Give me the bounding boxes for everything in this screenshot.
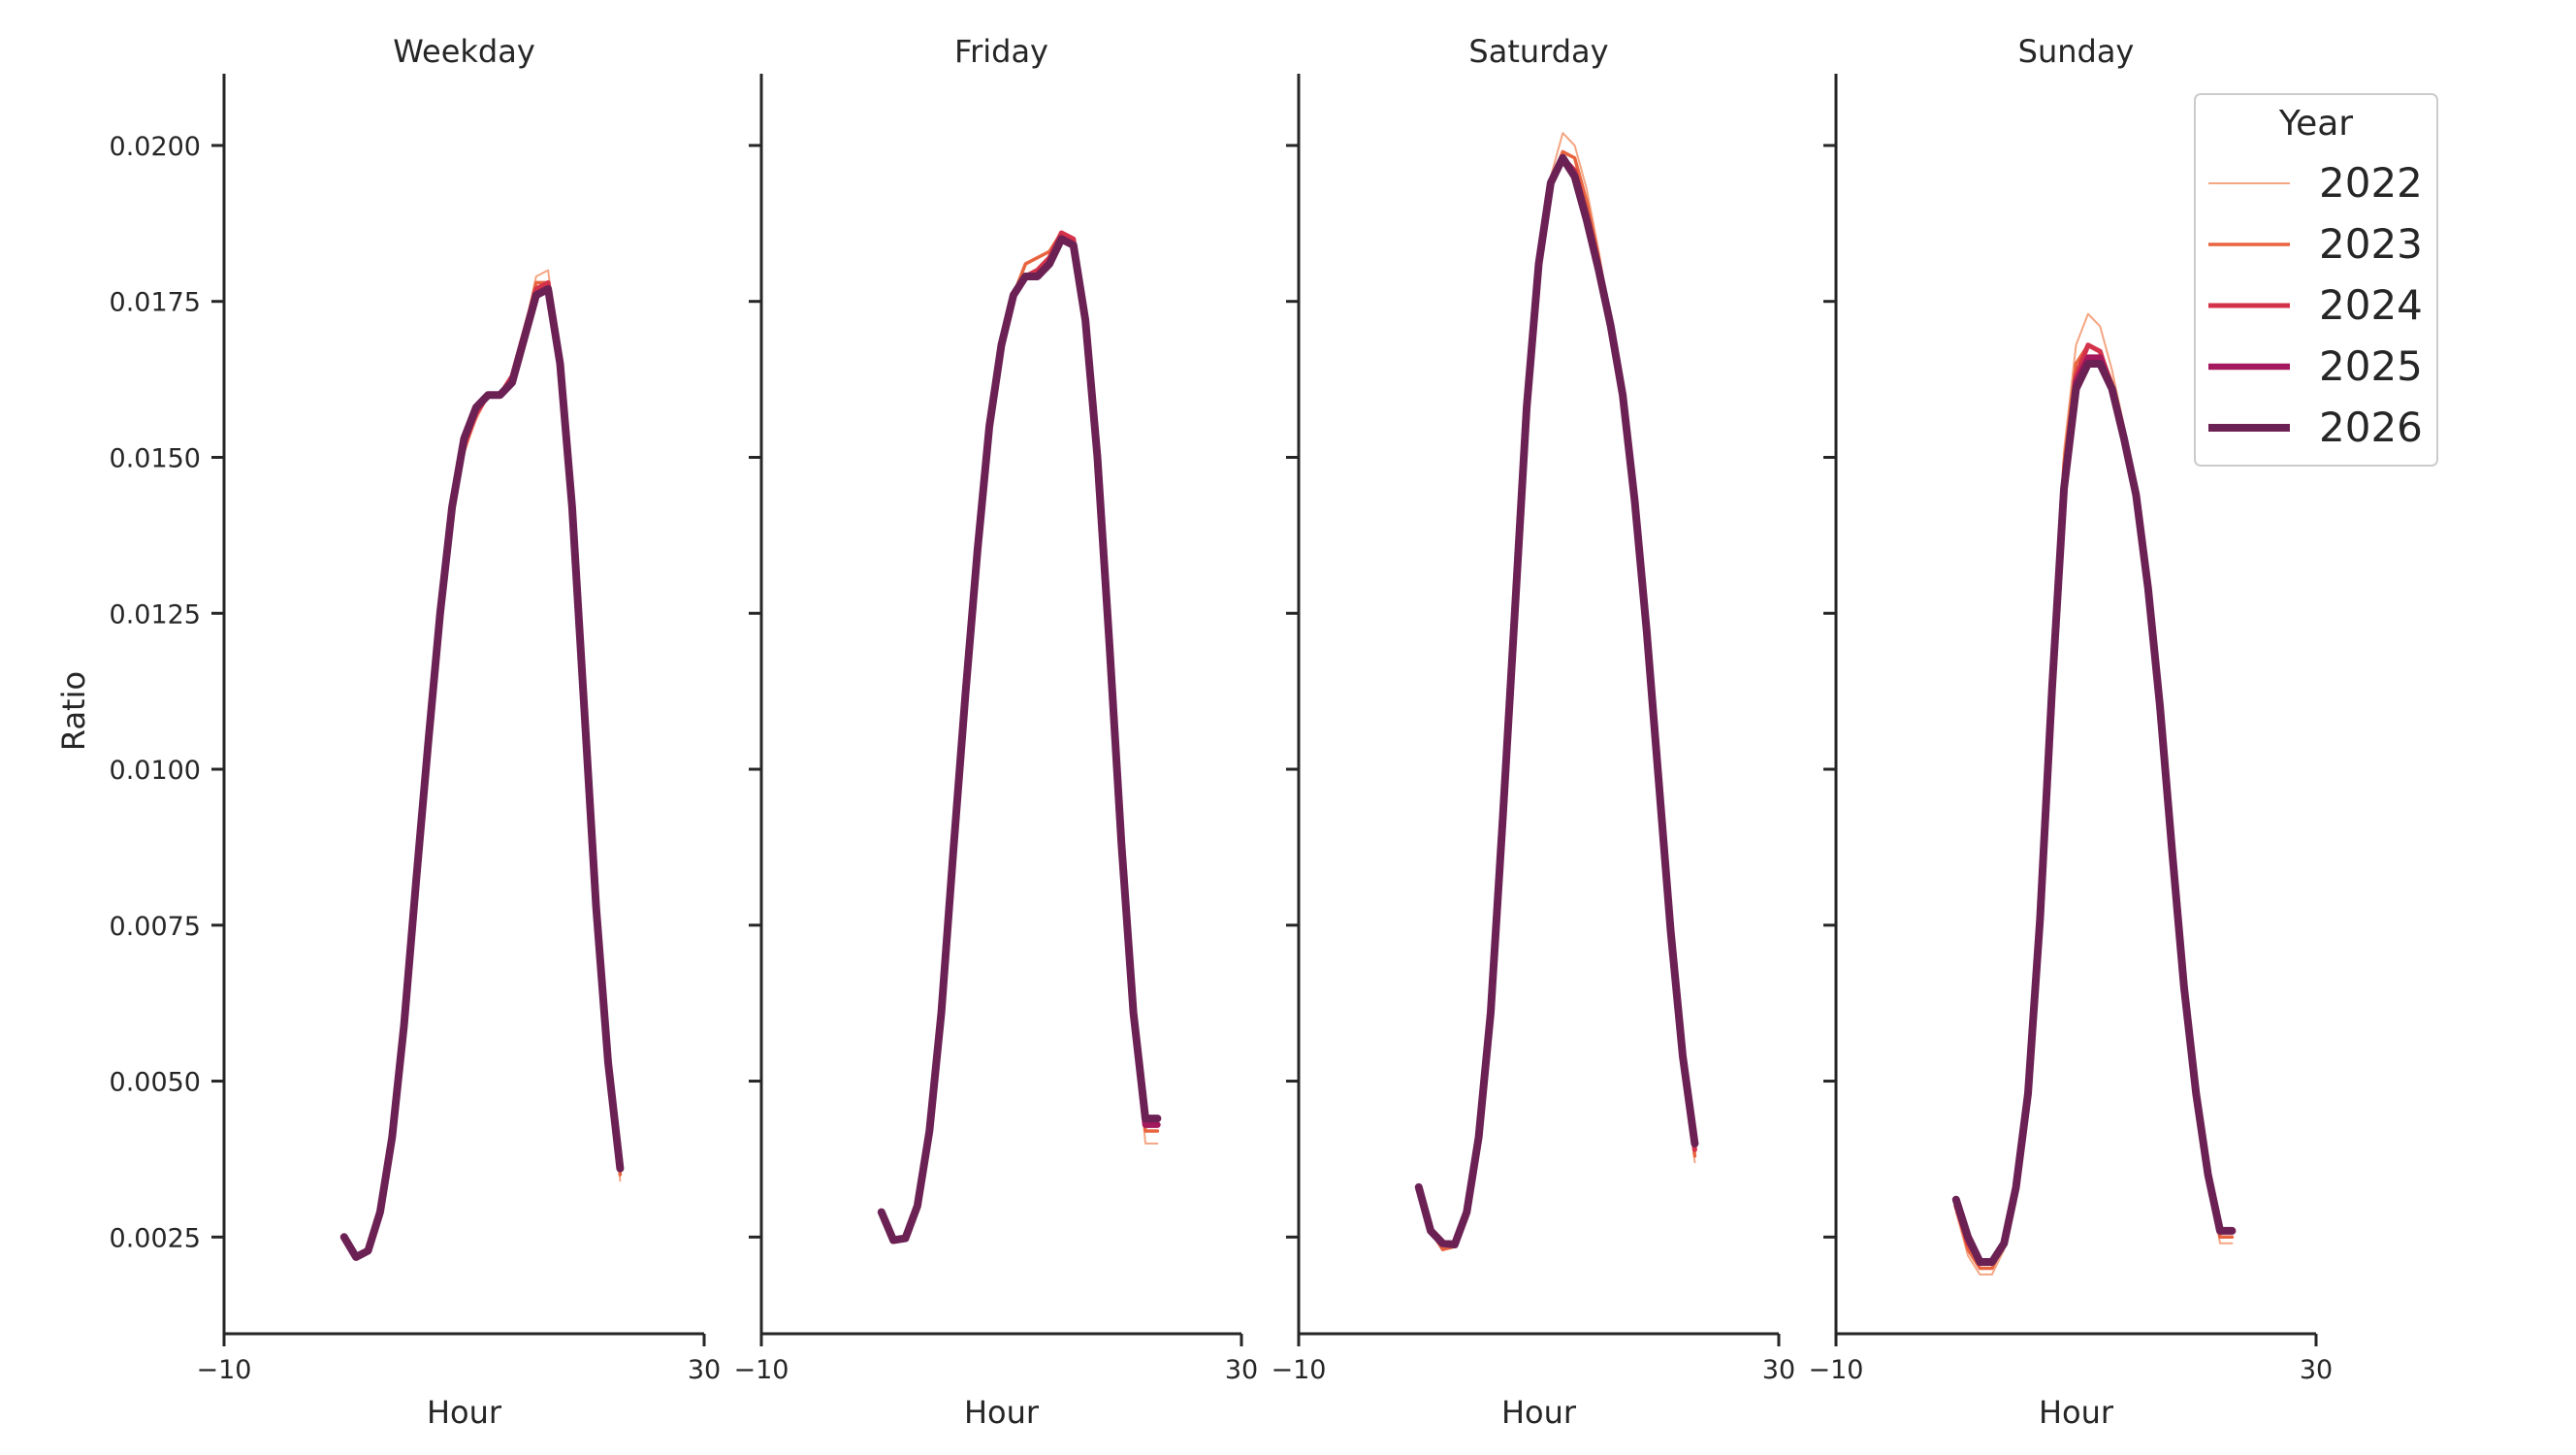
y-tick-label: 0.0025 (110, 1223, 201, 1253)
series-line-2024 (1953, 342, 2235, 1265)
y-tick-label: 0.0175 (110, 288, 201, 318)
panel-title-friday: Friday (954, 33, 1048, 70)
x-tick-label: 30 (2300, 1355, 2333, 1385)
series-line-2026 (877, 235, 1162, 1245)
series-line-2025 (1952, 354, 2236, 1266)
series-line-2026 (339, 284, 625, 1261)
panel-title-weekday: Weekday (393, 33, 535, 70)
y-axis-label: Ratio (55, 671, 92, 751)
y-tick-label: 0.0100 (110, 756, 201, 786)
x-tick-label: −10 (734, 1355, 789, 1385)
series-line-2025 (340, 285, 624, 1261)
x-axis-label: Hour (2039, 1394, 2114, 1431)
series-line-2023 (1954, 342, 2235, 1271)
legend-label-2026: 2026 (2319, 404, 2423, 451)
legend-label-2024: 2024 (2319, 281, 2423, 329)
x-tick-label: 30 (1225, 1355, 1258, 1385)
legend-label-2025: 2025 (2319, 342, 2423, 390)
x-axis-label: Hour (964, 1394, 1040, 1431)
panel-title-sunday: Sunday (2018, 33, 2135, 70)
y-tick-label: 0.0075 (110, 912, 201, 942)
series-line-2026 (1414, 153, 1699, 1248)
x-tick-label: −10 (1809, 1355, 1864, 1385)
x-axis-label: Hour (1501, 1394, 1577, 1431)
legend-label-2022: 2022 (2319, 159, 2423, 207)
series-line-2022 (1954, 312, 2234, 1276)
series-line-2026 (1951, 360, 2237, 1266)
x-tick-label: 30 (688, 1355, 721, 1385)
series-line-2022 (342, 269, 622, 1258)
legend-box (2194, 93, 2438, 467)
y-tick-label: 0.0150 (110, 443, 201, 473)
y-tick-label: 0.0200 (110, 132, 201, 162)
legend-title: Year (2278, 104, 2353, 144)
x-axis-label: Hour (427, 1394, 502, 1431)
x-tick-label: −10 (197, 1355, 252, 1385)
x-tick-label: −10 (1272, 1355, 1327, 1385)
x-tick-label: 30 (1762, 1355, 1795, 1385)
series-line-2023 (342, 280, 623, 1259)
y-tick-label: 0.0050 (110, 1068, 201, 1098)
series-line-2024 (341, 279, 623, 1260)
legend-label-2023: 2023 (2319, 220, 2423, 268)
y-tick-label: 0.0125 (110, 599, 201, 630)
panel-title-saturday: Saturday (1468, 33, 1608, 70)
